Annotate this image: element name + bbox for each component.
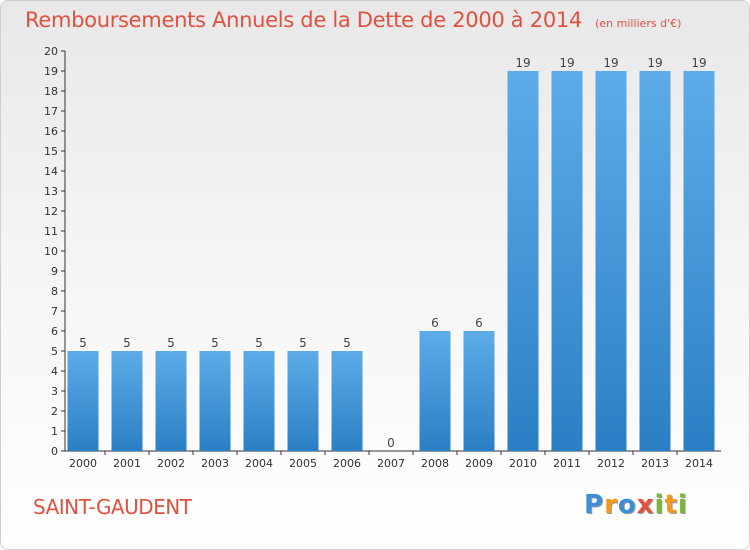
bar — [595, 71, 627, 451]
chart-subtitle: (en milliers d'€) — [595, 17, 682, 30]
chart-title: Remboursements Annuels de la Dette de 20… — [25, 8, 582, 32]
x-tick-label: 2011 — [553, 457, 581, 470]
x-tick-label: 2012 — [597, 457, 625, 470]
x-tick-label: 2002 — [157, 457, 185, 470]
y-tick-label: 2 — [51, 405, 58, 418]
bar — [463, 331, 495, 451]
data-label: 19 — [691, 56, 706, 70]
y-tick-label: 9 — [51, 265, 58, 278]
data-label: 19 — [647, 56, 662, 70]
y-tick-label: 19 — [44, 65, 58, 78]
bar — [639, 71, 671, 451]
y-tick-label: 7 — [51, 305, 58, 318]
x-tick-label: 2005 — [289, 457, 317, 470]
data-label: 5 — [211, 336, 219, 350]
chart-title-block: Remboursements Annuels de la Dette de 20… — [25, 8, 681, 32]
x-tick-label: 2010 — [509, 457, 537, 470]
data-label: 19 — [515, 56, 530, 70]
data-label: 5 — [255, 336, 263, 350]
y-tick-label: 10 — [44, 245, 58, 258]
bar — [683, 71, 715, 451]
y-tick-label: 5 — [51, 345, 58, 358]
bar — [243, 351, 275, 451]
bar — [287, 351, 319, 451]
place-name: SAINT-GAUDENT — [33, 495, 192, 519]
data-label: 5 — [79, 336, 87, 350]
x-tick-label: 2007 — [377, 457, 405, 470]
data-label: 5 — [167, 336, 175, 350]
x-tick-label: 2006 — [333, 457, 361, 470]
proxiti-logo: Proxiti — [584, 490, 688, 520]
y-tick-label: 1 — [51, 425, 58, 438]
bar — [67, 351, 99, 451]
logo-letter: t — [664, 490, 678, 520]
x-tick-label: 2009 — [465, 457, 493, 470]
bar — [199, 351, 231, 451]
y-tick-label: 13 — [44, 185, 58, 198]
y-tick-label: 18 — [44, 85, 58, 98]
logo-letter: r — [604, 490, 618, 520]
logo-letter: i — [677, 490, 688, 520]
x-tick-label: 2008 — [421, 457, 449, 470]
logo-letter: o — [617, 490, 637, 520]
data-label: 19 — [559, 56, 574, 70]
x-tick-label: 2001 — [113, 457, 141, 470]
y-tick-label: 6 — [51, 325, 58, 338]
bar — [507, 71, 539, 451]
y-tick-label: 4 — [51, 365, 58, 378]
y-tick-label: 14 — [44, 165, 58, 178]
data-label: 5 — [299, 336, 307, 350]
y-tick-label: 0 — [51, 445, 58, 458]
data-label: 0 — [387, 436, 395, 450]
y-tick-label: 8 — [51, 285, 58, 298]
x-tick-label: 2013 — [641, 457, 669, 470]
bar — [111, 351, 143, 451]
y-tick-label: 16 — [44, 125, 58, 138]
y-tick-label: 3 — [51, 385, 58, 398]
data-label: 5 — [343, 336, 351, 350]
data-label: 6 — [431, 316, 439, 330]
logo-letter: i — [654, 490, 665, 520]
logo-letter: P — [584, 490, 605, 520]
x-tick-label: 2003 — [201, 457, 229, 470]
logo-letter: x — [636, 490, 655, 520]
data-label: 5 — [123, 336, 131, 350]
bar — [155, 351, 187, 451]
bar — [419, 331, 451, 451]
x-tick-label: 2004 — [245, 457, 273, 470]
bar — [551, 71, 583, 451]
bar — [331, 351, 363, 451]
data-label: 19 — [603, 56, 618, 70]
y-tick-label: 15 — [44, 145, 58, 158]
y-tick-label: 11 — [44, 225, 58, 238]
y-tick-label: 20 — [44, 45, 58, 58]
y-tick-label: 12 — [44, 205, 58, 218]
x-tick-label: 2000 — [69, 457, 97, 470]
x-tick-label: 2014 — [685, 457, 713, 470]
y-tick-label: 17 — [44, 105, 58, 118]
data-label: 6 — [475, 316, 483, 330]
